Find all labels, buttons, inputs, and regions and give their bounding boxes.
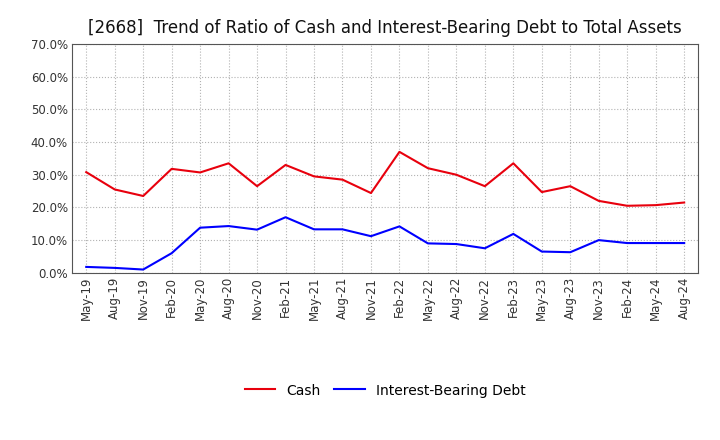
Interest-Bearing Debt bbox=[139, 267, 148, 272]
Interest-Bearing Debt bbox=[82, 264, 91, 270]
Interest-Bearing Debt bbox=[167, 250, 176, 256]
Interest-Bearing Debt bbox=[680, 240, 688, 246]
Cash bbox=[282, 162, 290, 168]
Interest-Bearing Debt bbox=[196, 225, 204, 230]
Interest-Bearing Debt bbox=[366, 234, 375, 239]
Cash bbox=[366, 191, 375, 196]
Title: [2668]  Trend of Ratio of Cash and Interest-Bearing Debt to Total Assets: [2668] Trend of Ratio of Cash and Intere… bbox=[89, 19, 682, 37]
Interest-Bearing Debt bbox=[509, 231, 518, 237]
Legend: Cash, Interest-Bearing Debt: Cash, Interest-Bearing Debt bbox=[239, 378, 531, 403]
Cash bbox=[509, 161, 518, 166]
Interest-Bearing Debt bbox=[537, 249, 546, 254]
Line: Interest-Bearing Debt: Interest-Bearing Debt bbox=[86, 217, 684, 270]
Cash bbox=[423, 165, 432, 171]
Interest-Bearing Debt bbox=[452, 242, 461, 247]
Cash bbox=[595, 198, 603, 204]
Interest-Bearing Debt bbox=[310, 227, 318, 232]
Cash bbox=[225, 161, 233, 166]
Interest-Bearing Debt bbox=[253, 227, 261, 232]
Interest-Bearing Debt bbox=[225, 224, 233, 229]
Cash bbox=[680, 200, 688, 205]
Interest-Bearing Debt bbox=[566, 249, 575, 255]
Interest-Bearing Debt bbox=[110, 265, 119, 271]
Cash bbox=[310, 174, 318, 179]
Cash bbox=[338, 177, 347, 182]
Interest-Bearing Debt bbox=[338, 227, 347, 232]
Cash bbox=[139, 193, 148, 198]
Line: Cash: Cash bbox=[86, 152, 684, 206]
Interest-Bearing Debt bbox=[480, 246, 489, 251]
Cash bbox=[623, 203, 631, 209]
Cash bbox=[167, 166, 176, 172]
Cash bbox=[480, 183, 489, 189]
Interest-Bearing Debt bbox=[282, 215, 290, 220]
Interest-Bearing Debt bbox=[423, 241, 432, 246]
Cash bbox=[566, 183, 575, 189]
Cash bbox=[82, 169, 91, 175]
Cash bbox=[110, 187, 119, 192]
Cash bbox=[452, 172, 461, 177]
Cash bbox=[253, 183, 261, 189]
Cash bbox=[395, 149, 404, 154]
Interest-Bearing Debt bbox=[652, 240, 660, 246]
Interest-Bearing Debt bbox=[395, 224, 404, 229]
Cash bbox=[652, 202, 660, 208]
Interest-Bearing Debt bbox=[623, 240, 631, 246]
Cash bbox=[196, 170, 204, 175]
Cash bbox=[537, 190, 546, 195]
Interest-Bearing Debt bbox=[595, 238, 603, 243]
